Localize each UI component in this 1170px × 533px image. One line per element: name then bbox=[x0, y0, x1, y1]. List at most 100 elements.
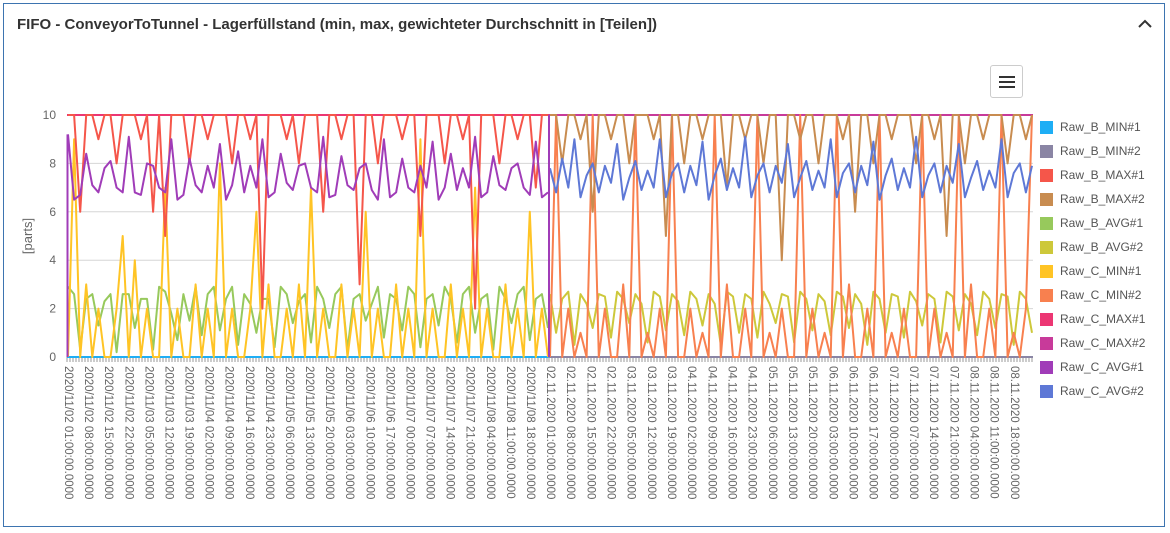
series-line-Raw_C_AVG#2 bbox=[549, 135, 1033, 201]
legend-label: Raw_C_MIN#1 bbox=[1060, 264, 1142, 278]
legend-item[interactable]: Raw_B_AVG#1 bbox=[1040, 211, 1145, 235]
legend-item[interactable]: Raw_B_MAX#2 bbox=[1040, 187, 1145, 211]
legend-item[interactable]: Raw_B_AVG#2 bbox=[1040, 235, 1145, 259]
legend-label: Raw_C_MAX#2 bbox=[1060, 336, 1146, 350]
series-line-Raw_B_MAX#2 bbox=[550, 114, 1033, 262]
series-line-Raw_B_MAX#1 bbox=[68, 114, 548, 310]
legend-swatch bbox=[1040, 168, 1053, 182]
legend-swatch bbox=[1040, 240, 1053, 254]
x-tick-label: 02.11.2020 22:00:00.0000 bbox=[605, 366, 617, 499]
legend-item[interactable]: Raw_C_AVG#2 bbox=[1040, 379, 1145, 403]
y-tick-label: 10 bbox=[43, 108, 57, 122]
series-line-Raw_C_AVG#1 bbox=[67, 134, 549, 201]
x-tick-label: 02.11.2020 15:00:00.0000 bbox=[584, 366, 596, 499]
hamburger-menu-icon-bar bbox=[999, 81, 1015, 83]
chart-title: FIFO - ConveyorToTunnel - Lagerfüllstand… bbox=[17, 16, 658, 33]
y-axis-title: [parts] bbox=[20, 218, 35, 254]
x-tick-label: 2020/11/08 18:00:00.0000 bbox=[524, 366, 536, 499]
x-tick-label: 05.11.2020 06:00:00.0000 bbox=[766, 366, 778, 499]
legend-label: Raw_C_MAX#1 bbox=[1060, 312, 1146, 326]
legend-swatch bbox=[1040, 144, 1053, 158]
x-tick-label: 07.11.2020 00:00:00.0000 bbox=[887, 366, 899, 499]
x-tick-label: 2020/11/07 00:00:00.0000 bbox=[403, 366, 415, 499]
x-tick-label: 05.11.2020 13:00:00.0000 bbox=[786, 366, 798, 499]
x-tick-label: 04.11.2020 02:00:00.0000 bbox=[685, 366, 697, 499]
legend-swatch bbox=[1040, 288, 1053, 302]
legend-label: Raw_B_MIN#1 bbox=[1060, 120, 1141, 134]
x-tick-label: 04.11.2020 16:00:00.0000 bbox=[726, 366, 738, 499]
y-tick-label: 2 bbox=[49, 302, 56, 316]
x-tick-label: 2020/11/05 20:00:00.0000 bbox=[323, 366, 335, 499]
x-tick-label: 2020/11/02 22:00:00.0000 bbox=[122, 366, 134, 499]
x-tick-label: 08.11.2020 18:00:00.0000 bbox=[1008, 366, 1020, 499]
legend-label: Raw_B_AVG#1 bbox=[1060, 216, 1144, 230]
legend-item[interactable]: Raw_B_MAX#1 bbox=[1040, 163, 1145, 187]
x-tick-label: 2020/11/07 14:00:00.0000 bbox=[444, 366, 456, 499]
legend-label: Raw_C_AVG#1 bbox=[1060, 360, 1144, 374]
legend-label: Raw_B_MAX#2 bbox=[1060, 192, 1145, 206]
x-tick-label: 2020/11/05 13:00:00.0000 bbox=[303, 366, 315, 499]
series-line-Raw_C_MIN#2 bbox=[549, 114, 1033, 358]
legend-swatch bbox=[1040, 384, 1053, 398]
legend-label: Raw_C_MIN#2 bbox=[1060, 288, 1142, 302]
chart-legend: Raw_B_MIN#1 Raw_B_MIN#2 Raw_B_MAX#1 Raw_B_M… bbox=[1040, 115, 1145, 403]
x-tick-label: 2020/11/04 16:00:00.0000 bbox=[243, 366, 255, 499]
legend-swatch bbox=[1040, 192, 1053, 206]
legend-item[interactable]: Raw_B_MIN#1 bbox=[1040, 115, 1145, 139]
legend-item[interactable]: Raw_C_MAX#1 bbox=[1040, 307, 1145, 331]
x-tick-label: 02.11.2020 08:00:00.0000 bbox=[564, 366, 576, 499]
x-tick-label: 03.11.2020 19:00:00.0000 bbox=[665, 366, 677, 499]
x-tick-label: 2020/11/03 12:00:00.0000 bbox=[162, 366, 174, 499]
x-tick-label: 08.11.2020 04:00:00.0000 bbox=[968, 366, 980, 499]
x-tick-label: 04.11.2020 23:00:00.0000 bbox=[746, 366, 758, 499]
x-tick-label: 2020/11/03 19:00:00.0000 bbox=[183, 366, 195, 499]
x-tick-label: 2020/11/05 06:00:00.0000 bbox=[283, 366, 295, 499]
x-tick-label: 2020/11/06 03:00:00.0000 bbox=[343, 366, 355, 499]
legend-label: Raw_B_MAX#1 bbox=[1060, 168, 1145, 182]
legend-swatch bbox=[1040, 312, 1053, 326]
x-tick-label: 06.11.2020 03:00:00.0000 bbox=[826, 366, 838, 499]
legend-label: Raw_B_MIN#2 bbox=[1060, 144, 1141, 158]
x-tick-label: 2020/11/08 04:00:00.0000 bbox=[484, 366, 496, 499]
x-tick-label: 2020/11/04 23:00:00.0000 bbox=[263, 366, 275, 499]
x-tick-label: 03.11.2020 05:00:00.0000 bbox=[625, 366, 637, 499]
x-tick-label: 04.11.2020 09:00:00.0000 bbox=[705, 366, 717, 499]
x-tick-label: 2020/11/08 11:00:00.0000 bbox=[504, 366, 516, 499]
x-tick-label: 2020/11/02 01:00:00.0000 bbox=[62, 366, 74, 499]
legend-swatch bbox=[1040, 264, 1053, 278]
x-tick-label: 07.11.2020 07:00:00.0000 bbox=[907, 366, 919, 499]
hamburger-menu-icon-bar bbox=[999, 86, 1015, 88]
y-tick-label: 4 bbox=[49, 253, 56, 267]
series-line-Raw_B_AVG#1 bbox=[67, 285, 549, 354]
x-tick-label: 2020/11/06 17:00:00.0000 bbox=[383, 366, 395, 499]
x-tick-label: 2020/11/06 10:00:00.0000 bbox=[363, 366, 375, 499]
series-line-Raw_C_MIN#1 bbox=[67, 138, 549, 358]
x-tick-label: 2020/11/07 21:00:00.0000 bbox=[464, 366, 476, 499]
x-tick-label: 06.11.2020 10:00:00.0000 bbox=[847, 366, 859, 499]
legend-item[interactable]: Raw_C_AVG#1 bbox=[1040, 355, 1145, 379]
legend-item[interactable]: Raw_C_MIN#1 bbox=[1040, 259, 1145, 283]
y-tick-label: 0 bbox=[49, 350, 56, 364]
legend-swatch bbox=[1040, 360, 1053, 374]
chevron-up-icon[interactable] bbox=[1135, 14, 1155, 34]
x-tick-label: 05.11.2020 20:00:00.0000 bbox=[806, 366, 818, 499]
x-tick-label: 07.11.2020 21:00:00.0000 bbox=[947, 366, 959, 499]
x-tick-label: 02.11.2020 01:00:00.0000 bbox=[544, 366, 556, 499]
x-tick-label: 06.11.2020 17:00:00.0000 bbox=[867, 366, 879, 499]
y-tick-label: 6 bbox=[49, 205, 56, 219]
legend-swatch bbox=[1040, 336, 1053, 350]
legend-item[interactable]: Raw_B_MIN#2 bbox=[1040, 139, 1145, 163]
legend-label: Raw_C_AVG#2 bbox=[1060, 384, 1144, 398]
x-tick-label: 03.11.2020 12:00:00.0000 bbox=[645, 366, 657, 499]
x-tick-label: 07.11.2020 14:00:00.0000 bbox=[927, 366, 939, 499]
chart-menu-button[interactable] bbox=[990, 65, 1023, 98]
x-tick-label: 2020/11/02 15:00:00.0000 bbox=[102, 366, 114, 499]
legend-swatch bbox=[1040, 120, 1053, 134]
x-tick-label: 2020/11/04 02:00:00.0000 bbox=[203, 366, 215, 499]
y-tick-label: 8 bbox=[49, 156, 56, 170]
hamburger-menu-icon bbox=[999, 76, 1015, 78]
legend-item[interactable]: Raw_C_MIN#2 bbox=[1040, 283, 1145, 307]
legend-item[interactable]: Raw_C_MAX#2 bbox=[1040, 331, 1145, 355]
legend-swatch bbox=[1040, 216, 1053, 230]
